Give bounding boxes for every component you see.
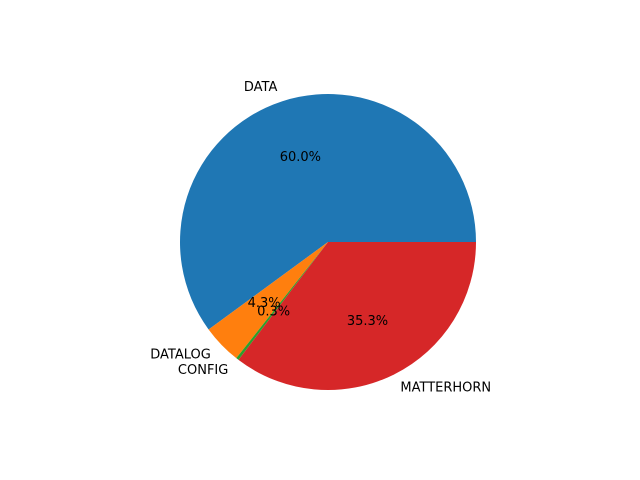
pie-slice-data bbox=[180, 94, 476, 330]
slice-label-matterhorn: MATTERHORN bbox=[400, 380, 491, 395]
slice-percent-matterhorn: 35.3% bbox=[347, 314, 388, 329]
pie-slice-datalog bbox=[208, 242, 328, 359]
slice-percent-datalog: 4.3% bbox=[248, 296, 281, 311]
slice-label-data: DATA bbox=[244, 80, 278, 95]
pie-slice-config bbox=[236, 242, 328, 360]
pie-slice-matterhorn bbox=[238, 242, 476, 391]
slice-percent-config: 0.3% bbox=[257, 305, 290, 320]
slice-label-datalog: DATALOG bbox=[150, 348, 211, 363]
pie-slices bbox=[180, 94, 476, 391]
slice-label-config: CONFIG bbox=[178, 363, 228, 378]
pie-labels: DATA 60.0% DATALOG 4.3% CONFIG 0.3% MATTERHORN… bbox=[150, 80, 491, 396]
slice-percent-data: 60.0% bbox=[280, 150, 321, 165]
